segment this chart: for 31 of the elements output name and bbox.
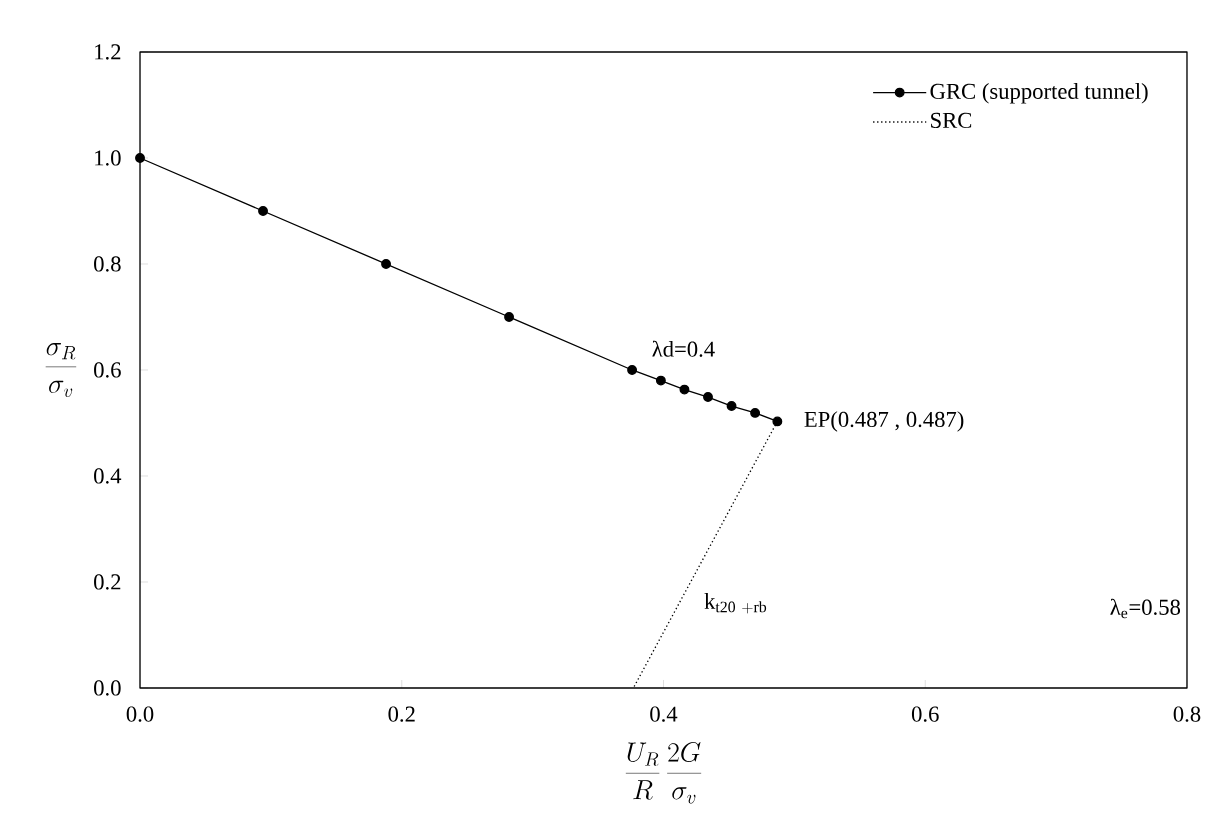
annotation: $\mathrm{k}_{\mathrm{t20\ +rb}}$ <box>704 592 767 614</box>
y-axis-title: $\frac{\sigma_R}{\sigma_v}$ <box>45 343 77 398</box>
y-tick-label: 0.4 <box>94 468 122 484</box>
legend-label: GRC (supported tunnel) <box>930 83 1148 104</box>
x-tick-label: 0.6 <box>911 706 939 722</box>
x-tick-label: 0.2 <box>388 706 415 722</box>
point <box>772 416 783 427</box>
y-tick-label: 0.2 <box>94 574 121 590</box>
annotation: λ$_{e}$=0.58 <box>1110 598 1181 619</box>
y-tick-label: 0.0 <box>94 680 121 696</box>
legend-label: SRC <box>931 112 972 129</box>
point <box>703 392 713 402</box>
point <box>627 365 638 375</box>
y-tick-label: 1.2 <box>95 44 121 60</box>
annotation: λd=0.4 <box>652 340 715 357</box>
point <box>258 206 268 216</box>
y-tick-label: 0.6 <box>94 362 121 378</box>
y-tick-label: 0.8 <box>94 256 121 272</box>
point <box>135 153 145 163</box>
point <box>655 375 666 386</box>
x-tick-label: 0.0 <box>126 706 154 722</box>
point <box>726 401 737 411</box>
x-tick-label: 0.8 <box>1173 706 1201 722</box>
point <box>679 384 690 395</box>
point <box>504 312 514 322</box>
point <box>381 259 391 269</box>
y-tick-label: 1.0 <box>95 150 121 166</box>
x-tick-label: 0.4 <box>650 706 678 722</box>
x-axis-title: $\frac{U_R}{R}\,\frac{2G}{\sigma_v}$ <box>625 742 702 804</box>
point <box>750 407 761 418</box>
annotation: EP(0.487 , 0.487) <box>804 411 964 432</box>
